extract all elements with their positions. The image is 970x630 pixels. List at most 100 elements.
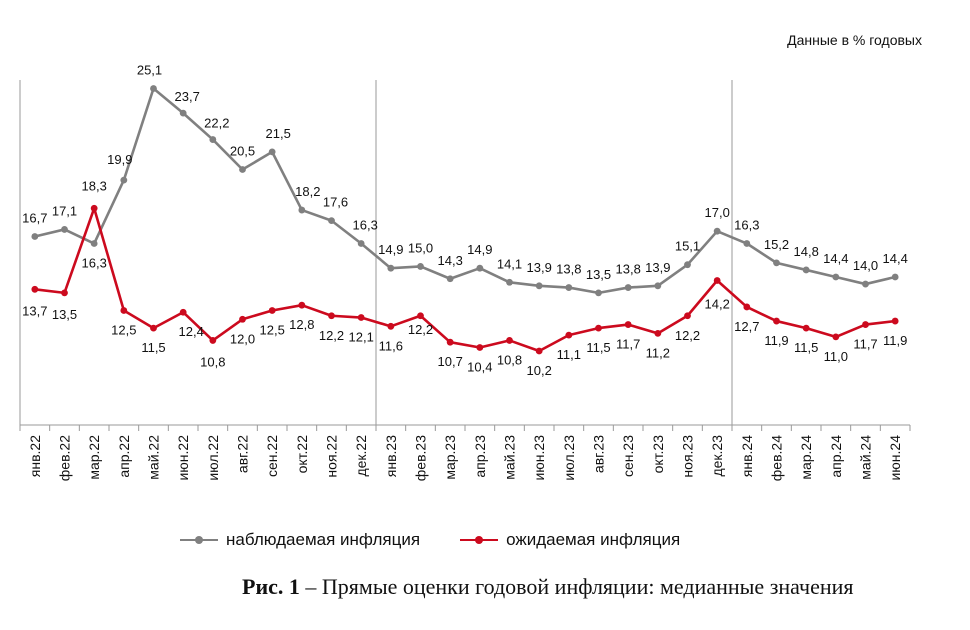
data-point-observed xyxy=(832,273,840,281)
data-label-expected: 13,7 xyxy=(22,303,47,318)
data-point-observed xyxy=(268,148,276,156)
data-point-observed xyxy=(684,261,691,269)
data-label-observed: 14,9 xyxy=(467,242,492,257)
data-label-expected: 12,7 xyxy=(734,319,759,334)
data-label-observed: 20,5 xyxy=(230,144,255,159)
data-label-observed: 22,2 xyxy=(204,116,229,131)
series-line-observed xyxy=(34,87,896,295)
data-point-expected xyxy=(476,344,484,351)
data-point-expected xyxy=(684,312,691,320)
data-point-expected xyxy=(713,277,721,284)
data-label-expected: 11,9 xyxy=(764,333,788,348)
x-tick-label: окт.22 xyxy=(294,435,310,474)
data-label-observed: 17,0 xyxy=(705,205,730,220)
x-tick-label: май.23 xyxy=(502,435,518,480)
data-point-expected xyxy=(624,321,632,328)
data-point-observed xyxy=(298,206,306,214)
data-label-expected: 12,4 xyxy=(179,324,204,339)
data-point-observed xyxy=(179,109,187,117)
data-label-observed: 18,2 xyxy=(295,184,320,199)
data-label-observed: 14,0 xyxy=(853,258,878,273)
x-tick-label: сен.22 xyxy=(264,435,280,477)
legend-item-observed[interactable]: наблюдаемая инфляция xyxy=(180,530,420,550)
data-label-expected: 10,8 xyxy=(497,352,522,367)
data-point-observed xyxy=(624,284,632,291)
data-point-expected xyxy=(743,303,751,311)
data-label-observed: 16,3 xyxy=(82,256,107,271)
data-point-observed xyxy=(713,227,721,235)
data-label-expected: 12,5 xyxy=(111,322,136,337)
data-label-observed: 14,4 xyxy=(883,251,908,266)
data-label-observed: 13,9 xyxy=(527,260,552,275)
data-point-observed xyxy=(357,240,365,247)
data-label-expected: 11,7 xyxy=(853,337,877,352)
data-point-expected xyxy=(90,204,98,212)
x-tick-label: июл.23 xyxy=(561,435,577,481)
x-tick-label: янв.23 xyxy=(383,435,399,477)
data-point-expected xyxy=(387,322,395,330)
x-tick-label: мар.23 xyxy=(442,435,458,480)
data-point-observed xyxy=(654,282,662,290)
data-point-observed xyxy=(773,259,780,267)
data-label-expected: 11,5 xyxy=(141,340,165,355)
x-tick-label: июл.22 xyxy=(205,435,221,481)
x-tick-label: апр.22 xyxy=(116,435,132,478)
figure-caption: Рис. 1 – Прямые оценки годовой инфляции:… xyxy=(242,574,854,600)
data-point-observed xyxy=(90,240,98,247)
x-tick-label: июн.22 xyxy=(175,435,191,481)
data-point-expected xyxy=(891,317,899,325)
x-tick-label: окт.23 xyxy=(650,435,666,474)
data-point-observed xyxy=(61,226,68,233)
legend-label-observed: наблюдаемая инфляция xyxy=(226,530,421,549)
data-label-observed: 13,8 xyxy=(556,262,581,277)
caption-label: Рис. 1 xyxy=(242,574,300,599)
data-point-expected xyxy=(802,324,810,332)
data-point-observed xyxy=(328,217,335,225)
data-point-expected xyxy=(120,307,128,314)
data-label-observed: 19,9 xyxy=(107,152,132,167)
line-chart: янв.22 фев.22 мар.22 апр.22 май.22 июн.22 июл.… xyxy=(19,62,911,481)
data-label-observed: 16,3 xyxy=(353,218,378,233)
legend: наблюдаемая инфляция ожидаемая инфляция xyxy=(180,530,680,550)
data-label-expected: 13,5 xyxy=(52,307,77,322)
data-label-observed: 15,1 xyxy=(675,239,700,254)
data-label-expected: 18,3 xyxy=(82,178,107,193)
data-label-expected: 12,2 xyxy=(319,328,344,343)
legend-swatch-observed xyxy=(180,536,218,544)
x-tick-label: апр.23 xyxy=(472,435,488,478)
x-tick-label: авг.23 xyxy=(591,435,607,473)
data-point-expected xyxy=(506,337,513,344)
x-tick-label: авг.22 xyxy=(235,435,251,473)
data-label-expected: 11,9 xyxy=(883,333,907,348)
data-point-expected xyxy=(654,329,662,337)
caption-text: – Прямые оценки годовой инфляции: медиан… xyxy=(299,574,854,599)
x-tick-label: май.24 xyxy=(858,435,874,480)
data-label-expected: 11,1 xyxy=(557,347,581,362)
data-point-observed xyxy=(535,282,543,290)
data-label-observed: 15,2 xyxy=(764,237,789,252)
data-label-expected: 11,6 xyxy=(379,338,403,353)
data-label-expected: 12,0 xyxy=(230,331,255,346)
data-label-observed: 13,5 xyxy=(586,267,611,282)
data-label-observed: 25,1 xyxy=(137,62,162,77)
data-label-observed: 16,7 xyxy=(22,210,47,225)
data-point-observed xyxy=(446,275,454,283)
data-point-expected xyxy=(298,301,306,309)
data-point-expected xyxy=(862,321,869,328)
data-point-observed xyxy=(476,264,484,272)
data-label-expected: 12,8 xyxy=(289,317,314,332)
legend-item-expected[interactable]: ожидаемая инфляция xyxy=(460,530,680,550)
x-tick-label: фев.22 xyxy=(57,435,73,481)
data-point-expected xyxy=(357,314,365,321)
data-point-observed xyxy=(565,284,573,291)
data-label-observed: 23,7 xyxy=(175,89,200,104)
data-point-expected xyxy=(239,315,246,323)
data-point-expected xyxy=(179,308,187,316)
x-tick-label: мар.22 xyxy=(86,435,102,480)
data-label-observed: 21,5 xyxy=(266,126,291,141)
x-tick-label: май.22 xyxy=(146,435,162,480)
x-tick-label: сен.23 xyxy=(620,435,636,477)
data-label-observed: 17,6 xyxy=(323,195,348,210)
data-label-expected: 10,8 xyxy=(200,354,225,369)
data-label-expected: 10,4 xyxy=(467,359,492,374)
